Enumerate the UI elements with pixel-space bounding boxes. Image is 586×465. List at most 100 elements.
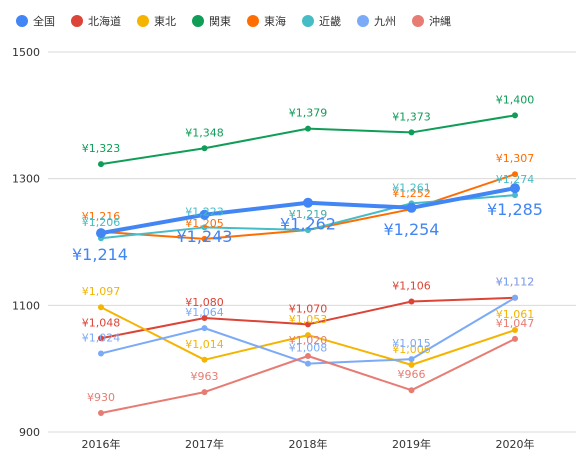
legend-marker: [137, 15, 149, 27]
data-point: [201, 325, 208, 332]
data-label: ¥1,053: [289, 313, 328, 326]
data-point: [96, 228, 106, 239]
x-tick-label: 2018年: [289, 437, 328, 451]
data-point: [305, 125, 311, 132]
data-label: ¥1,020: [289, 334, 328, 347]
data-point: [512, 335, 518, 342]
data-label: ¥1,243: [177, 227, 233, 246]
data-label: ¥1,274: [496, 173, 535, 186]
y-tick-label: 900: [19, 426, 40, 439]
data-label: ¥1,262: [280, 215, 336, 234]
legend-label: 東北: [154, 15, 176, 28]
data-point: [510, 183, 520, 194]
data-label: ¥1,379: [289, 107, 328, 120]
data-point: [98, 161, 104, 168]
data-point: [406, 202, 417, 213]
data-label: ¥1,070: [289, 302, 328, 315]
data-label: ¥1,219: [289, 208, 328, 221]
data-labels: ¥1,048 ¥1,080 ¥1,070 ¥1,106 ¥1,112 ¥1,097 ¥1,0…: [72, 93, 543, 404]
data-label: ¥1,112: [496, 276, 535, 289]
data-label: ¥1,080: [185, 296, 224, 309]
data-label: ¥1,348: [185, 126, 224, 139]
y-axis-ticks: 900 1100 1300 1500: [12, 46, 40, 439]
data-label: ¥1,373: [392, 110, 431, 123]
data-label: ¥1,307: [496, 152, 535, 165]
legend-label: 近畿: [319, 14, 341, 28]
gridlines: [48, 51, 576, 433]
data-label: ¥1,219: [289, 208, 328, 221]
x-tick-label: 2020年: [496, 437, 535, 451]
data-point: [201, 235, 208, 242]
data-point: [408, 387, 415, 394]
series-line-3: [100, 114, 516, 166]
data-point: [98, 304, 104, 311]
data-label: ¥1,048: [82, 316, 121, 329]
data-label: ¥1,061: [496, 308, 535, 321]
data-label: ¥1,014: [185, 338, 224, 351]
x-tick-label: 2017年: [185, 437, 224, 451]
legend-marker: [247, 15, 259, 27]
data-point: [201, 315, 208, 321]
data-label: ¥1,254: [384, 220, 440, 239]
series-lines: [99, 114, 517, 414]
data-point: [408, 356, 415, 363]
data-point: [199, 209, 210, 220]
legend-marker: [357, 15, 369, 27]
data-label: ¥1,400: [496, 93, 535, 106]
legend-label: 北海道: [88, 14, 121, 28]
y-tick-label: 1500: [12, 46, 40, 59]
legend-label: 東海: [264, 14, 286, 28]
data-point: [305, 332, 311, 339]
data-label: ¥1,261: [392, 181, 431, 194]
data-point: [98, 410, 104, 416]
data-label: ¥1,112: [496, 276, 535, 289]
data-point: [98, 350, 104, 357]
data-point: [305, 353, 311, 359]
data-label: ¥930: [87, 391, 115, 404]
data-label: ¥1,205: [185, 217, 224, 230]
data-point: [201, 145, 208, 152]
data-label: ¥1,015: [392, 337, 431, 350]
legend-marker: [71, 15, 83, 27]
legend-marker: [192, 15, 204, 27]
data-label: ¥1,223: [185, 205, 224, 218]
data-label: ¥1,216: [82, 210, 121, 223]
data-label: ¥963: [191, 370, 219, 383]
data-label: ¥1,285: [487, 200, 543, 219]
data-label: ¥1,214: [72, 245, 128, 264]
legend-label: 関東: [209, 15, 231, 28]
data-point: [408, 298, 415, 305]
data-point: [512, 327, 518, 334]
data-label: ¥1,008: [289, 342, 328, 355]
data-label: ¥1,097: [82, 285, 121, 298]
y-tick-label: 1300: [12, 173, 40, 186]
legend-marker: [302, 15, 314, 27]
data-label: ¥1,047: [496, 317, 535, 330]
data-point: [305, 226, 311, 233]
data-point: [305, 321, 311, 328]
data-label: ¥1,106: [392, 280, 431, 293]
data-label: ¥966: [398, 368, 426, 381]
data-point: [201, 356, 208, 363]
data-label: ¥1,206: [82, 216, 121, 229]
data-label: ¥1,024: [82, 331, 121, 344]
data-point: [201, 389, 208, 396]
data-point: [512, 192, 518, 199]
legend: 全国 北海道 東北 関東 東海 近畿 九州 沖縄: [16, 14, 451, 28]
data-label: ¥1,006: [392, 343, 431, 356]
data-point: [408, 361, 415, 368]
data-label: ¥1,323: [82, 142, 121, 155]
legend-marker: [16, 15, 28, 27]
legend-label: 全国: [33, 14, 55, 28]
data-point: [512, 171, 518, 178]
legend-label: 沖縄: [429, 14, 451, 28]
legend-marker: [412, 15, 424, 27]
data-label: ¥1,064: [185, 306, 224, 319]
x-tick-label: 2016年: [82, 437, 121, 451]
data-point: [512, 112, 518, 119]
data-point: [303, 197, 313, 208]
data-point: [201, 224, 208, 231]
data-point: [408, 129, 415, 136]
